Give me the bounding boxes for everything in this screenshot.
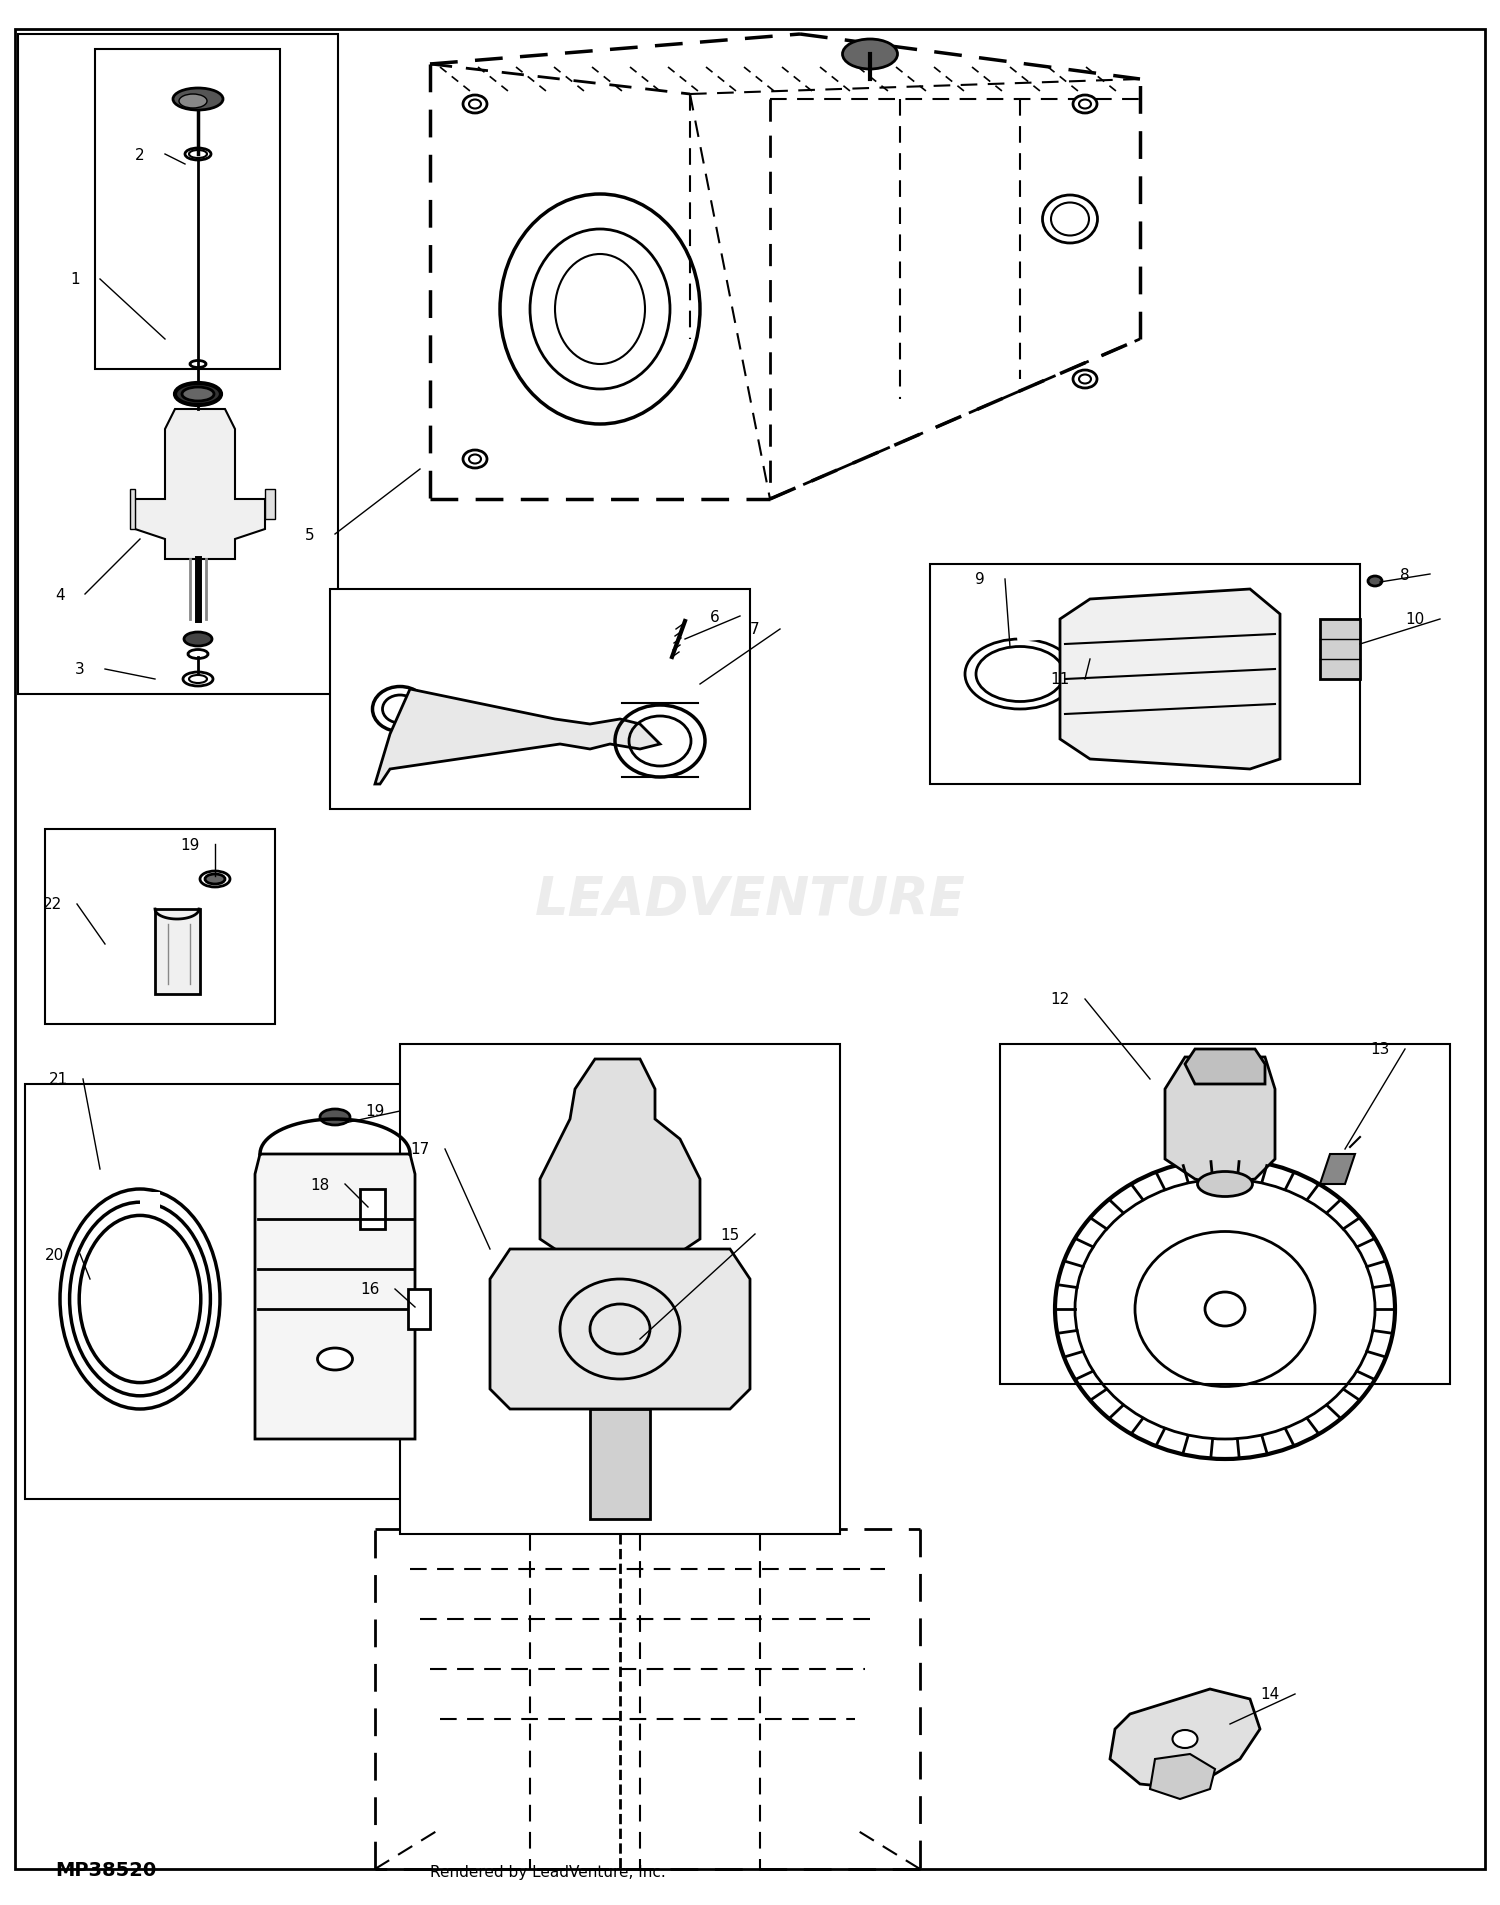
Polygon shape: [490, 1250, 750, 1410]
Text: MP38520: MP38520: [56, 1859, 156, 1878]
Polygon shape: [255, 1154, 416, 1440]
Text: 22: 22: [42, 897, 62, 912]
Text: 18: 18: [310, 1177, 330, 1193]
Polygon shape: [135, 410, 266, 560]
Ellipse shape: [184, 632, 211, 646]
Ellipse shape: [464, 451, 488, 469]
Polygon shape: [1320, 619, 1360, 680]
Text: 17: 17: [411, 1141, 429, 1156]
Bar: [45, 829, 274, 1025]
Text: 6: 6: [710, 610, 720, 625]
Bar: [400, 1044, 840, 1534]
Polygon shape: [140, 1193, 160, 1210]
Text: 4: 4: [56, 587, 64, 602]
Ellipse shape: [1072, 95, 1096, 114]
Text: 2: 2: [135, 147, 146, 162]
Ellipse shape: [1204, 1292, 1245, 1326]
Text: LEADVENTURE: LEADVENTURE: [534, 874, 966, 926]
Polygon shape: [130, 490, 135, 530]
Text: 7: 7: [750, 623, 760, 636]
Text: 19: 19: [180, 836, 200, 852]
Text: 21: 21: [48, 1073, 68, 1088]
Bar: [18, 34, 338, 695]
Polygon shape: [154, 909, 200, 994]
Text: 9: 9: [975, 572, 986, 587]
Ellipse shape: [182, 389, 214, 402]
Polygon shape: [1166, 1057, 1275, 1185]
Bar: [330, 591, 750, 810]
Text: 3: 3: [75, 663, 86, 676]
Ellipse shape: [1368, 577, 1382, 587]
Text: 16: 16: [360, 1282, 380, 1297]
Ellipse shape: [206, 874, 225, 884]
Ellipse shape: [464, 95, 488, 114]
Ellipse shape: [1173, 1730, 1197, 1749]
Ellipse shape: [320, 1109, 350, 1126]
Text: 19: 19: [366, 1103, 384, 1118]
Text: 20: 20: [45, 1248, 64, 1261]
Ellipse shape: [176, 383, 220, 406]
Text: 5: 5: [304, 528, 315, 543]
Polygon shape: [375, 690, 660, 785]
Text: Rendered by LeadVenture, Inc.: Rendered by LeadVenture, Inc.: [430, 1863, 666, 1878]
Polygon shape: [266, 490, 274, 520]
Polygon shape: [408, 1290, 430, 1330]
Text: 13: 13: [1371, 1042, 1389, 1057]
Text: 14: 14: [1260, 1686, 1280, 1701]
Bar: [1000, 1044, 1450, 1385]
Ellipse shape: [318, 1349, 352, 1370]
Polygon shape: [1150, 1755, 1215, 1798]
Ellipse shape: [172, 90, 224, 110]
Ellipse shape: [843, 40, 897, 70]
Polygon shape: [1110, 1690, 1260, 1789]
Text: 10: 10: [1406, 612, 1425, 627]
Polygon shape: [1060, 591, 1280, 770]
Ellipse shape: [1197, 1172, 1252, 1196]
Text: 1: 1: [70, 272, 80, 288]
Text: 15: 15: [720, 1227, 740, 1242]
Ellipse shape: [178, 95, 207, 109]
Polygon shape: [1185, 1050, 1264, 1084]
Polygon shape: [1320, 1154, 1354, 1185]
Text: 11: 11: [1050, 672, 1070, 688]
Polygon shape: [360, 1189, 386, 1229]
Ellipse shape: [1072, 371, 1096, 389]
Bar: [930, 564, 1360, 785]
Text: 12: 12: [1050, 993, 1070, 1008]
Polygon shape: [540, 1059, 700, 1259]
Text: 8: 8: [1400, 568, 1410, 583]
Bar: [94, 50, 280, 370]
Polygon shape: [590, 1410, 650, 1518]
Bar: [26, 1084, 484, 1499]
